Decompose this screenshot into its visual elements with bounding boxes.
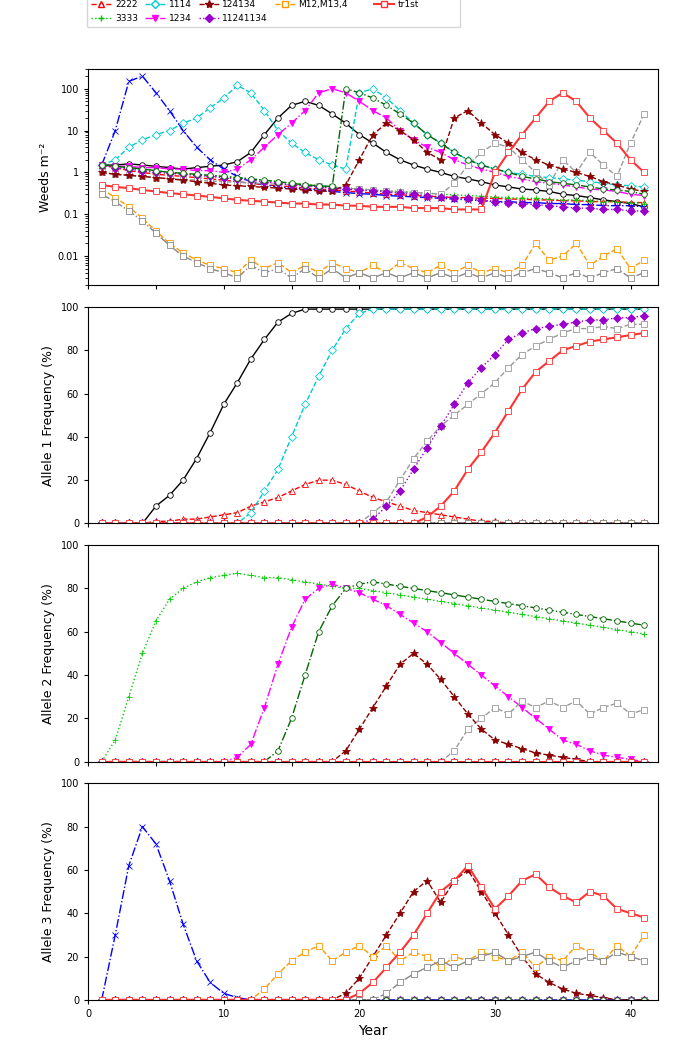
- Y-axis label: Allele 3 Frequency (%): Allele 3 Frequency (%): [42, 821, 55, 962]
- Y-axis label: Weeds m⁻²: Weeds m⁻²: [39, 143, 52, 212]
- X-axis label: Year: Year: [358, 1024, 388, 1038]
- Legend: 1111, 2222, 3333, 4444, 1114, 1234, 12141314, 124134, 11241134, 111422243334, M1: 1111, 2222, 3333, 4444, 1114, 1234, 1214…: [87, 0, 460, 28]
- Y-axis label: Allele 1 Frequency (%): Allele 1 Frequency (%): [42, 345, 55, 486]
- Y-axis label: Allele 2 Frequency (%): Allele 2 Frequency (%): [42, 583, 55, 724]
